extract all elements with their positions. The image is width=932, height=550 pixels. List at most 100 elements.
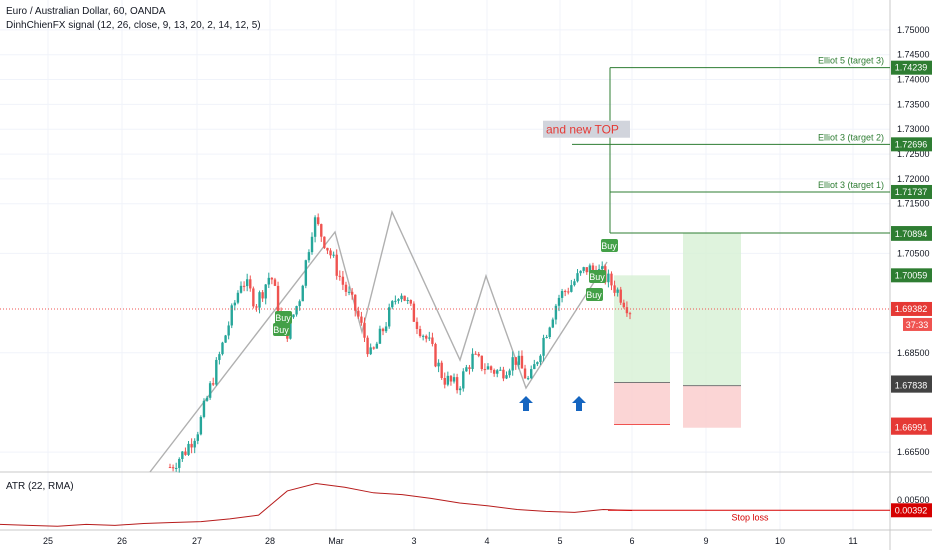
candle-body [625,307,629,314]
loss-zone-1 [614,382,670,425]
candle-body [505,375,508,379]
candle-body [341,276,345,285]
candle-body [261,292,264,299]
candle-body [489,366,493,370]
candle-body [415,321,419,329]
candle-body [301,285,304,302]
up-arrow-icon [572,396,586,411]
candle-body [459,388,462,391]
candle-body [570,285,573,292]
stop-loss-label: Stop loss [731,512,769,522]
candle-body [375,343,379,349]
candle-body [440,362,443,379]
price-tick-label: 1.72500 [897,149,930,159]
level-tag-label: 1.72696 [895,139,928,149]
price-tag [891,420,932,435]
level-tag-label: 1.71737 [895,187,928,197]
candle-body [387,307,391,327]
candle-body [273,279,277,286]
buy-label: Buy [601,241,617,251]
candle-body [409,299,413,304]
candle-body [483,369,487,371]
candle-body [360,316,363,323]
candle-body [267,277,270,285]
candle-body [208,383,212,398]
price-tag [891,226,932,241]
candle-body [449,375,453,382]
price-tag-label: 1.70059 [895,270,928,280]
symbol-title: Euro / Australian Dollar, 60, OANDA [6,6,166,17]
price-tag-label: 1.66991 [895,423,928,433]
candle-body [372,347,375,349]
time-tick-label: 5 [557,536,562,546]
candle-body [236,292,240,303]
candle-body [462,371,465,389]
candle-body [539,355,542,363]
candle-body [557,297,561,306]
candle-body [508,370,511,376]
buy-badge [273,323,290,336]
time-tick-label: Mar [328,536,344,546]
candle-body [224,335,227,343]
candle-body [530,369,533,379]
level-tag [891,184,932,199]
buy-label: Buy [589,272,605,282]
candle-body [477,354,480,356]
candle-body [310,236,314,253]
candle-body [446,375,450,385]
candle-body [258,292,261,308]
candle-body [628,313,632,315]
candle-body [560,291,564,298]
candle-body [455,377,459,391]
new-top-box [543,120,630,138]
candle-body [323,236,326,248]
time-tick-label: 9 [703,536,708,546]
candle-body [576,273,579,282]
candle-body [492,369,496,374]
candle-body [406,299,409,301]
candle-body [347,291,351,293]
level-label: Elliot 3 (target 1) [818,180,884,190]
candle-body [329,250,332,256]
countdown-label: 37:33 [906,320,929,330]
candle-body [199,416,203,435]
candle-body [381,328,385,332]
countdown-tag [903,317,932,331]
candle-body [425,335,428,339]
candle-body [196,434,199,441]
candle-body [326,247,329,251]
candle-body [227,325,230,336]
time-tick-label: 27 [192,536,202,546]
candle-body [526,378,530,380]
buy-label: Buy [273,325,289,335]
candle-body [316,217,320,225]
candle-body [517,355,521,365]
candle-body [551,319,555,328]
price-tag-label: 1.67838 [895,381,928,391]
candle-body [622,302,626,308]
candle-body [520,355,524,369]
atr-line [0,483,633,527]
candle-body [548,327,551,338]
candle-body [289,317,292,339]
level-label: Elliot 5 (target 3) [818,56,884,66]
indicator-label: DinhChienFX signal (12, 26, close, 9, 13… [6,20,261,31]
candle-body [452,377,456,382]
candle-body [471,353,474,369]
candle-body [190,443,193,448]
candle-body [563,291,567,293]
candle-body [397,299,400,301]
buy-badge [601,239,618,252]
candle-body [218,354,221,360]
candle-body [344,284,348,292]
candle-body [613,285,616,293]
candle-body [545,337,548,339]
candle-body [363,322,366,338]
candle-body [573,281,576,286]
candle-body [514,357,517,365]
candle-body [252,288,255,307]
candle-body [567,291,570,293]
buy-label: Buy [275,313,291,323]
candle-body [502,369,505,379]
